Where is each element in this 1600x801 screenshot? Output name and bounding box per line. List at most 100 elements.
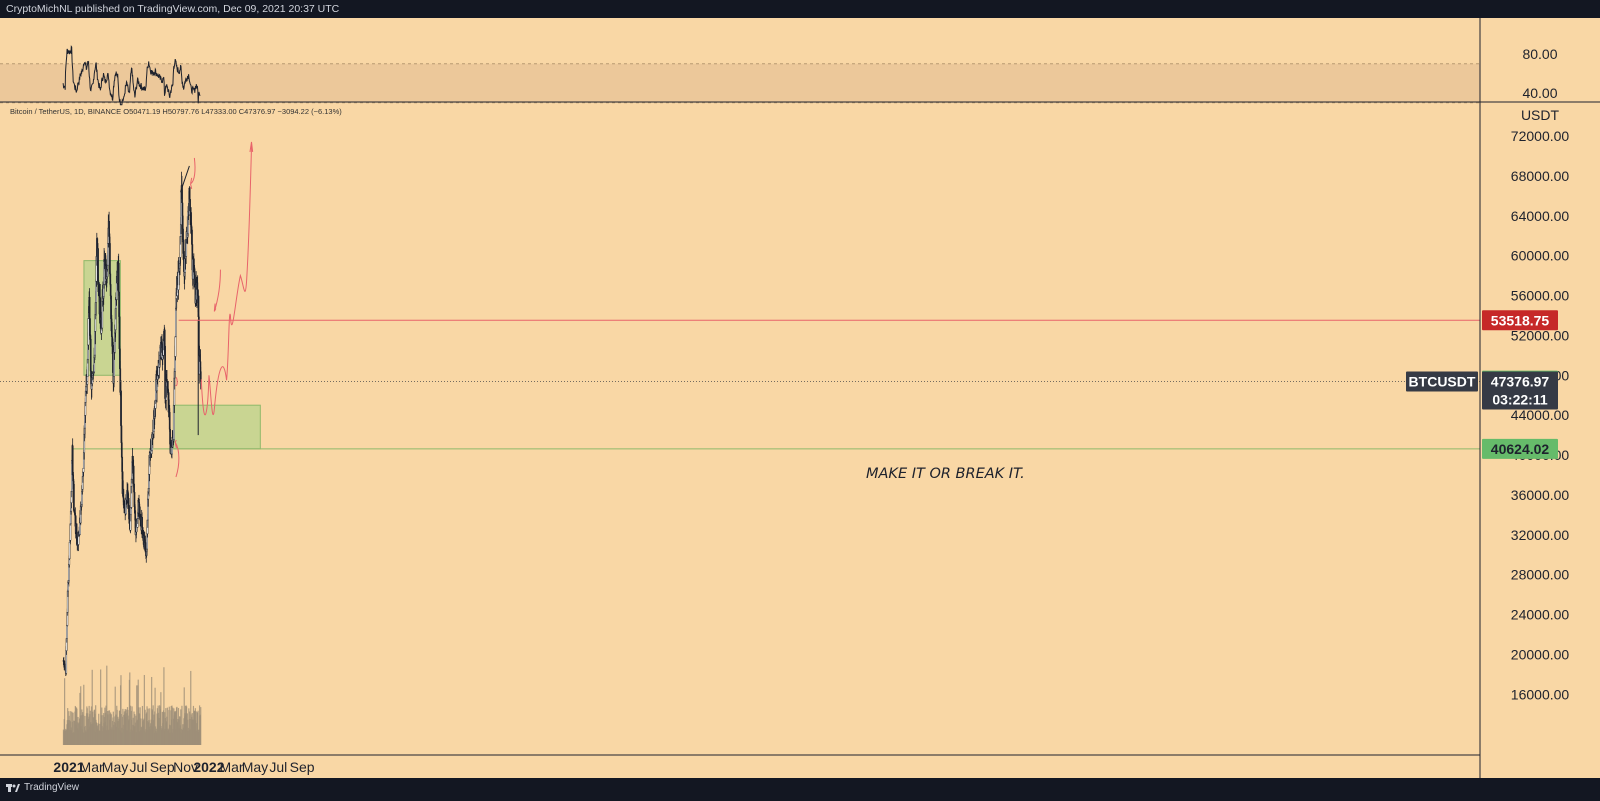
- candle-body: [175, 307, 177, 337]
- price-tick-label: 44000.00: [1511, 407, 1570, 423]
- time-label: Mar: [80, 759, 104, 775]
- volume-bar: [94, 713, 96, 745]
- volume-bar: [100, 669, 102, 745]
- volume-bar: [81, 709, 83, 745]
- bottom-arrow: [174, 439, 180, 478]
- volume-bar: [83, 684, 85, 745]
- volume-bar: [87, 713, 89, 745]
- volume-bar: [163, 667, 165, 745]
- trend-line: [180, 165, 190, 192]
- time-label: Mar: [219, 759, 243, 775]
- volume-bar: [143, 674, 145, 745]
- projected-path: [200, 145, 252, 416]
- rsi-band: [0, 63, 1480, 103]
- volume-bar: [183, 687, 185, 745]
- time-label: May: [242, 759, 268, 775]
- candle-body: [191, 229, 193, 245]
- volume-bar: [98, 713, 100, 745]
- candle-body: [118, 316, 121, 350]
- volume-bar: [188, 708, 190, 745]
- volume-bar: [195, 711, 197, 745]
- volume-bar: [129, 672, 131, 745]
- green-zone: [172, 404, 261, 450]
- volume-bar: [126, 713, 128, 745]
- top-arrow: [190, 157, 196, 189]
- price-tick-label: 60000.00: [1511, 248, 1570, 264]
- footer-bar: TradingView: [0, 778, 1600, 798]
- tradingview-icon: [6, 784, 20, 792]
- volume-bar: [91, 669, 93, 745]
- last-price-badge: [1482, 371, 1558, 410]
- volume-bar: [80, 686, 82, 745]
- volume-bar: [190, 670, 192, 745]
- candle-body: [82, 467, 85, 473]
- last-price-label: 47376.97: [1491, 373, 1550, 389]
- annotation-text: MAKE IT OR BREAK IT.: [866, 466, 1025, 482]
- candle-body: [197, 295, 200, 318]
- price-badge-label: 40624.02: [1491, 441, 1550, 457]
- volume-bar: [88, 705, 90, 745]
- price-tick-label: 28000.00: [1511, 567, 1570, 583]
- candle-body: [133, 483, 135, 493]
- volume-bar: [181, 705, 183, 745]
- publish-info-bar: CryptoMichNL published on TradingView.co…: [0, 0, 1600, 18]
- price-tick-label: 68000.00: [1511, 168, 1570, 184]
- volume-bar: [64, 678, 66, 745]
- volume-bar: [107, 714, 109, 745]
- candles: [62, 171, 202, 677]
- volume-bar: [171, 705, 173, 745]
- symbol-badge: [1406, 371, 1478, 392]
- volume-bar: [144, 709, 146, 745]
- price-badge: [1482, 438, 1558, 459]
- candle-body: [168, 412, 171, 430]
- candle-body: [89, 318, 91, 336]
- rsi-tick-label: 80.00: [1522, 46, 1557, 62]
- price-badge-label: 53518.75: [1491, 312, 1550, 328]
- volume-bar: [197, 710, 199, 745]
- candle-body: [89, 338, 92, 372]
- price-chart[interactable]: 80.00 40.00 Bitcoin / TetherUS, 1D, BINAN…: [0, 18, 1600, 778]
- volume-bar: [114, 686, 116, 745]
- rsi-panel: 80.00 40.00: [0, 45, 1558, 106]
- volume-bar: [138, 713, 140, 745]
- price-tick-label: 24000.00: [1511, 607, 1570, 623]
- price-axis: USDT 72000.00 68000.00 64000.00 60000.00 5600…: [0, 18, 1600, 778]
- volume-bar: [153, 714, 155, 745]
- time-label: 2022: [193, 759, 224, 775]
- candle-body: [86, 376, 89, 385]
- footer-brand: TradingView: [24, 782, 80, 793]
- candle-body: [66, 625, 68, 639]
- price-tick-label: 64000.00: [1511, 208, 1570, 224]
- drawings: [0, 141, 1480, 478]
- volume-bars: [62, 665, 202, 745]
- price-tick-label: 52000.00: [1511, 327, 1570, 343]
- countdown-label: 03:22:11: [1492, 391, 1547, 407]
- price-tick-label: 16000.00: [1511, 686, 1570, 702]
- candle-body: [109, 243, 111, 275]
- price-tick-label: 32000.00: [1511, 527, 1570, 543]
- tradingview-logo: TradingView: [0, 778, 79, 798]
- volume-bar: [108, 710, 110, 745]
- volume-bar: [172, 707, 174, 745]
- time-label: May: [102, 759, 128, 775]
- volume-bar: [180, 709, 182, 745]
- candle-body: [68, 541, 71, 559]
- volume-bar: [149, 708, 151, 745]
- price-badges: 53518.7547459.4240624.02BTCUSDT47376.970…: [1406, 310, 1558, 459]
- candle-body: [120, 442, 123, 458]
- price-tick-label: 56000.00: [1511, 288, 1570, 304]
- volume-bar: [82, 714, 84, 745]
- rsi-line: [62, 45, 201, 106]
- price-tick-label: 20000.00: [1511, 646, 1570, 662]
- candle-body: [110, 321, 113, 337]
- candle-body: [199, 371, 202, 382]
- symbol-info: Bitcoin / TetherUS, 1D, BINANCE O50471.1…: [10, 107, 342, 116]
- time-label: Sep: [150, 759, 175, 775]
- rsi-tick-label: 40.00: [1522, 85, 1557, 101]
- time-label: Nov: [173, 759, 198, 775]
- price-badge: [1482, 310, 1558, 331]
- volume-bar: [72, 712, 74, 745]
- price-tick-label: 72000.00: [1511, 128, 1570, 144]
